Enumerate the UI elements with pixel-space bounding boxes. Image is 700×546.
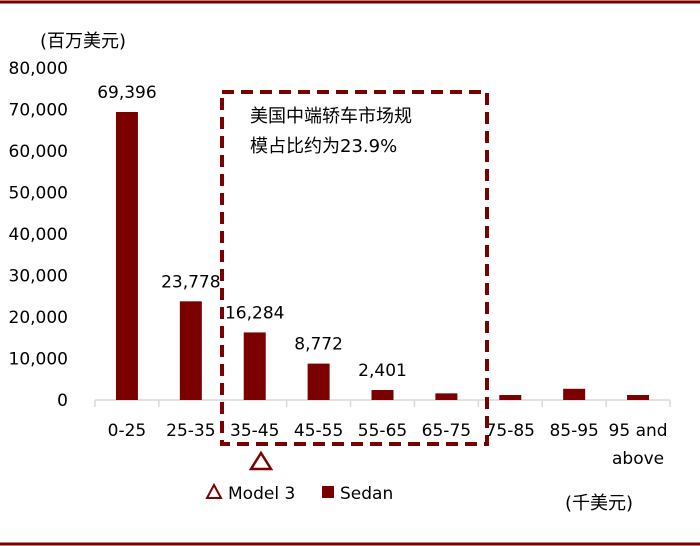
data-label: 23,778 bbox=[161, 272, 220, 292]
bar-0-25 bbox=[115, 112, 138, 401]
bar-65-75 bbox=[435, 393, 458, 400]
bar-95 and above bbox=[627, 395, 650, 400]
bar-25-35 bbox=[179, 301, 202, 400]
annotation-line-2: 模占比约为23.9% bbox=[250, 136, 397, 157]
y-tick-label: 70,000 bbox=[9, 101, 68, 121]
x-tick-label: 55-65 bbox=[358, 421, 407, 441]
y-tick-label: 40,000 bbox=[9, 225, 68, 245]
x-tick-label: 85-95 bbox=[549, 421, 598, 441]
bar-85-95 bbox=[563, 388, 586, 400]
bar-55-65 bbox=[371, 390, 394, 400]
data-label: 16,284 bbox=[225, 303, 284, 323]
x-tick-label: 45-55 bbox=[294, 421, 343, 441]
x-tick-label: above bbox=[612, 449, 664, 469]
y-tick-label: 10,000 bbox=[9, 350, 68, 370]
y-tick-label: 0 bbox=[57, 391, 68, 411]
y-tick-label: 80,000 bbox=[9, 59, 68, 79]
bar-45-55 bbox=[307, 363, 330, 400]
x-tick-labels: 0-25 25-35 35-45 45-55 55-65 65-75 75-85 85-95 9… bbox=[108, 421, 668, 469]
legend-model3-triangle-icon bbox=[205, 482, 223, 499]
bars bbox=[115, 112, 650, 401]
mid-range-highlight-box bbox=[220, 90, 489, 446]
y-tick-label: 30,000 bbox=[9, 267, 68, 287]
legend-sedan-label: Sedan bbox=[340, 484, 393, 504]
x-tick-label: 75-85 bbox=[486, 421, 535, 441]
data-label: 2,401 bbox=[358, 361, 407, 381]
y-tick-label: 20,000 bbox=[9, 308, 68, 328]
y-tick-labels: 0 10,000 20,000 30,000 40,000 50,000 60,000 70,… bbox=[9, 59, 68, 411]
x-tick-label: 0-25 bbox=[108, 421, 147, 441]
bar-35-45 bbox=[243, 332, 266, 400]
x-tick-label: 25-35 bbox=[166, 421, 215, 441]
x-tick-label: 65-75 bbox=[422, 421, 471, 441]
y-tick-label: 60,000 bbox=[9, 142, 68, 162]
annotation-line-1: 美国中端轿车市场规 bbox=[250, 106, 412, 127]
data-label: 69,396 bbox=[97, 83, 156, 103]
y-axis-unit-label: (百万美元) bbox=[40, 31, 126, 52]
x-tick-label: 35-45 bbox=[230, 421, 279, 441]
legend-model3-label: Model 3 bbox=[228, 484, 295, 504]
x-tick-label: 95 and bbox=[609, 421, 668, 441]
x-axis-unit-label: (千美元) bbox=[565, 493, 633, 514]
model3-triangle-icon bbox=[248, 450, 274, 471]
y-tick-label: 50,000 bbox=[9, 184, 68, 204]
x-tick-marks bbox=[94, 400, 671, 407]
data-label: 8,772 bbox=[294, 335, 343, 355]
bar-75-85 bbox=[499, 395, 522, 400]
legend-sedan-square-icon bbox=[322, 486, 334, 498]
